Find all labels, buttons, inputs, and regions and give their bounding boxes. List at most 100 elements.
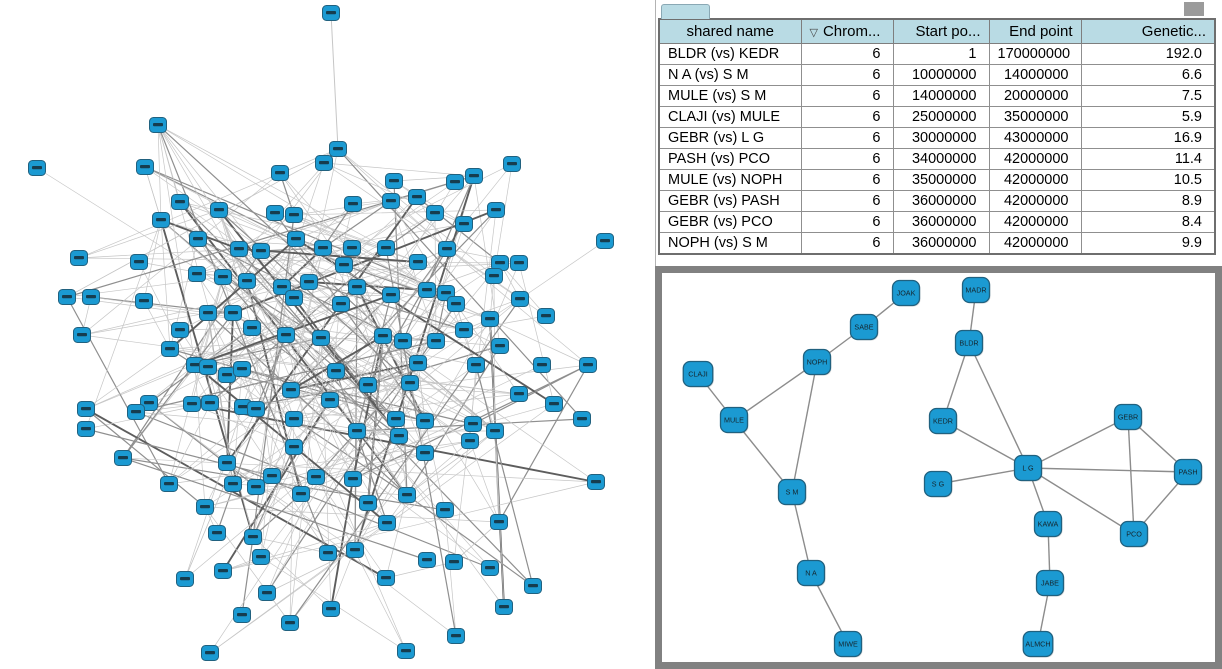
network-node[interactable] (282, 382, 300, 398)
network-node[interactable] (307, 469, 325, 485)
network-node[interactable] (378, 515, 396, 531)
network-node[interactable] (285, 439, 303, 455)
cell-value[interactable]: 6.6 (1080, 64, 1216, 86)
cell-value[interactable]: 6 (800, 211, 894, 233)
network-node[interactable] (277, 327, 295, 343)
network-node[interactable] (418, 282, 436, 298)
network-node[interactable] (127, 404, 145, 420)
network-node[interactable] (136, 159, 154, 175)
network-node[interactable] (230, 241, 248, 257)
network-node[interactable] (58, 289, 76, 305)
network-node[interactable] (171, 194, 189, 210)
node-madr[interactable]: MADR (961, 276, 991, 304)
network-node[interactable] (445, 554, 463, 570)
network-node[interactable] (346, 542, 364, 558)
table-row[interactable]: BLDR (vs) KEDR 6 1 170000000 192.0 (658, 43, 1216, 65)
cell-value[interactable]: 36000000 (892, 211, 990, 233)
cell-value[interactable]: 34000000 (892, 148, 990, 170)
cell-value[interactable]: 6 (800, 106, 894, 128)
network-node[interactable] (252, 549, 270, 565)
network-node[interactable] (210, 202, 228, 218)
network-node[interactable] (510, 255, 528, 271)
network-node[interactable] (596, 233, 614, 249)
cell-value[interactable]: 16.9 (1080, 127, 1216, 149)
network-node[interactable] (511, 291, 529, 307)
cell-value[interactable]: 10.5 (1080, 169, 1216, 191)
cell-value[interactable]: 14000000 (892, 85, 990, 107)
network-node[interactable] (238, 273, 256, 289)
cell-value[interactable]: 6 (800, 127, 894, 149)
cell-value[interactable]: 11.4 (1080, 148, 1216, 170)
network-node[interactable] (385, 173, 403, 189)
node-jabe[interactable]: JABE (1035, 569, 1065, 597)
network-node[interactable] (481, 311, 499, 327)
network-node[interactable] (188, 266, 206, 282)
cell-value[interactable]: 170000000 (988, 43, 1082, 65)
network-node[interactable] (573, 411, 591, 427)
cell-value[interactable]: 42000000 (988, 169, 1082, 191)
cell-value[interactable]: 9.9 (1080, 232, 1216, 255)
network-node[interactable] (319, 545, 337, 561)
network-node[interactable] (348, 423, 366, 439)
network-node[interactable] (491, 338, 509, 354)
node-claji[interactable]: CLAJI (682, 360, 714, 388)
network-node[interactable] (416, 445, 434, 461)
network-node[interactable] (503, 156, 521, 172)
network-node[interactable] (176, 571, 194, 587)
network-node[interactable] (401, 375, 419, 391)
cell-value[interactable]: 30000000 (892, 127, 990, 149)
network-node[interactable] (183, 396, 201, 412)
network-node[interactable] (409, 355, 427, 371)
main-network-canvas[interactable] (0, 0, 655, 669)
network-node[interactable] (455, 322, 473, 338)
network-node[interactable] (461, 433, 479, 449)
network-node[interactable] (390, 428, 408, 444)
network-node[interactable] (247, 401, 265, 417)
table-row[interactable]: GEBR (vs) PCO 6 36000000 42000000 8.4 (658, 211, 1216, 233)
node-pco[interactable]: PCO (1119, 520, 1149, 548)
network-node[interactable] (510, 386, 528, 402)
cell-value[interactable]: 35000000 (892, 169, 990, 191)
network-node[interactable] (394, 333, 412, 349)
table-row[interactable]: GEBR (vs) L G 6 30000000 43000000 16.9 (658, 127, 1216, 149)
network-node[interactable] (201, 395, 219, 411)
cell-value[interactable]: 5.9 (1080, 106, 1216, 128)
network-node[interactable] (273, 279, 291, 295)
cell-shared-name[interactable]: NOPH (vs) S M (658, 232, 802, 255)
network-node[interactable] (359, 495, 377, 511)
cell-value[interactable]: 36000000 (892, 190, 990, 212)
network-node[interactable] (130, 254, 148, 270)
network-node[interactable] (224, 305, 242, 321)
network-node[interactable] (377, 240, 395, 256)
network-node[interactable] (214, 269, 232, 285)
network-node[interactable] (426, 205, 444, 221)
node-s-m[interactable]: S M (777, 478, 807, 506)
scrollbar-top-block[interactable] (1184, 2, 1204, 16)
network-node[interactable] (332, 296, 350, 312)
network-node[interactable] (152, 212, 170, 228)
cell-value[interactable]: 192.0 (1080, 43, 1216, 65)
network-node[interactable] (199, 359, 217, 375)
network-node[interactable] (447, 628, 465, 644)
network-node[interactable] (382, 193, 400, 209)
network-node[interactable] (140, 395, 158, 411)
network-node[interactable] (587, 474, 605, 490)
network-node[interactable] (258, 585, 276, 601)
network-node[interactable] (322, 5, 340, 21)
network-node[interactable] (344, 471, 362, 487)
network-node[interactable] (545, 396, 563, 412)
column-header-startpo[interactable]: Start po... (892, 18, 990, 44)
network-node[interactable] (579, 357, 597, 373)
network-node[interactable] (199, 305, 217, 321)
node-almch[interactable]: ALMCH (1022, 630, 1054, 658)
node-mule[interactable]: MULE (719, 406, 749, 434)
network-node[interactable] (335, 257, 353, 273)
network-node[interactable] (70, 250, 88, 266)
network-node[interactable] (285, 411, 303, 427)
cell-value[interactable]: 25000000 (892, 106, 990, 128)
network-node[interactable] (344, 196, 362, 212)
network-node[interactable] (537, 308, 555, 324)
node-miwe[interactable]: MIWE (833, 630, 863, 658)
network-node[interactable] (524, 578, 542, 594)
network-node[interactable] (436, 502, 454, 518)
